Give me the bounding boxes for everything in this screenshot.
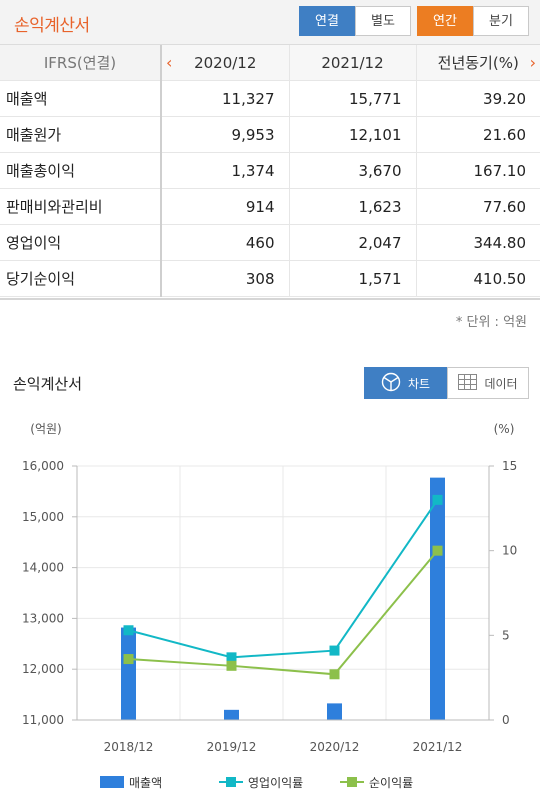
left-axis-tick-label: 14,000 [22, 561, 64, 575]
data-point-영업이익률 [226, 652, 237, 663]
table-row: 매출액 11,327 15,771 39.20 [0, 80, 540, 117]
table-header-col-2: 2021/12 [289, 45, 417, 81]
row-label: 영업이익 [0, 224, 162, 261]
cell-value: 2,047 [289, 224, 417, 261]
annual-button[interactable]: 연간 [417, 6, 473, 36]
right-axis-tick-label: 10 [502, 544, 517, 558]
table-row: 매출원가 9,953 12,101 21.60 [0, 116, 540, 153]
cell-value: 77.60 [416, 188, 540, 225]
cell-value: 308 [161, 260, 290, 297]
quarterly-button[interactable]: 분기 [473, 6, 529, 36]
chart-view-label: 차트 [407, 376, 431, 391]
table-row: 당기순이익 308 1,571 410.50 [0, 260, 540, 297]
data-point-순이익률 [123, 654, 134, 665]
table-header-col-1: ‹ 2020/12 [161, 45, 290, 81]
x-axis-tick-label: 2019/12 [207, 740, 257, 754]
pie-chart-icon [381, 372, 401, 395]
x-axis-tick-label: 2020/12 [310, 740, 360, 754]
legend-marker-영업이익률 [226, 777, 236, 787]
left-axis-tick-label: 15,000 [22, 510, 64, 524]
data-point-영업이익률 [329, 645, 340, 656]
data-point-순이익률 [226, 660, 237, 671]
table-row: 매출총이익 1,374 3,670 167.10 [0, 152, 540, 189]
right-axis-unit: (%) [494, 422, 515, 436]
left-axis-tick-label: 16,000 [22, 459, 64, 473]
row-label: 판매비와관리비 [0, 188, 162, 225]
legend-swatch-매출액 [100, 776, 124, 788]
column-label: 전년동기(%) [437, 54, 519, 72]
legend-label-매출액: 매출액 [129, 776, 162, 790]
left-axis-tick-label: 11,000 [22, 713, 64, 727]
row-label: 매출원가 [0, 116, 162, 153]
separate-button[interactable]: 별도 [355, 6, 411, 36]
period-toggle: 연간 분기 [417, 6, 529, 36]
unit-note: * 단위 : 억원 [455, 315, 527, 330]
data-view-button[interactable]: 데이터 [447, 367, 529, 399]
data-view-label: 데이터 [484, 376, 518, 391]
chart-view-button[interactable]: 차트 [364, 367, 447, 399]
right-axis-tick-label: 0 [502, 713, 510, 727]
chevron-left-icon[interactable]: ‹ [166, 53, 173, 72]
income-chart: (억원) (%) 11,000 12,000 13,000 14,000 15,000 1… [22, 422, 517, 790]
cell-value: 12,101 [289, 116, 417, 153]
x-axis-tick-label: 2018/12 [104, 740, 154, 754]
data-point-영업이익률 [432, 494, 443, 505]
data-point-영업이익률 [123, 625, 134, 636]
bar-2018/12 [121, 627, 136, 720]
row-label: 당기순이익 [0, 260, 162, 297]
cell-value: 15,771 [289, 80, 417, 117]
cell-value: 914 [161, 188, 290, 225]
cell-value: 11,327 [161, 80, 290, 117]
table-row: 판매비와관리비 914 1,623 77.60 [0, 188, 540, 225]
legend-label-순이익률: 순이익률 [369, 776, 413, 790]
bar-2020/12 [327, 703, 342, 720]
table-bottom-border [0, 298, 540, 300]
cell-value: 3,670 [289, 152, 417, 189]
chart-section-title: 손익계산서 [13, 375, 83, 393]
cell-value: 167.10 [416, 152, 540, 189]
cell-value: 21.60 [416, 116, 540, 153]
top-bar: 손익계산서 연결 별도 연간 분기 [0, 0, 540, 45]
data-point-순이익률 [432, 545, 443, 556]
cell-value: 9,953 [161, 116, 290, 153]
page-title: 손익계산서 [14, 16, 90, 36]
legend-label-영업이익률: 영업이익률 [248, 776, 303, 790]
right-axis-tick-label: 5 [502, 628, 510, 642]
cell-value: 410.50 [416, 260, 540, 297]
cell-value: 460 [161, 224, 290, 261]
row-label: 매출총이익 [0, 152, 162, 189]
table-header-ifrs: IFRS(연결) [0, 45, 162, 81]
left-axis-unit: (억원) [30, 422, 61, 436]
series-line-순이익률 [128, 550, 439, 676]
series-line-영업이익률 [128, 499, 439, 659]
cell-value: 344.80 [416, 224, 540, 261]
chevron-right-icon[interactable]: › [529, 53, 536, 72]
right-axis-tick-label: 15 [502, 459, 517, 473]
cell-value: 1,374 [161, 152, 290, 189]
cell-value: 39.20 [416, 80, 540, 117]
x-axis-tick-label: 2021/12 [413, 740, 463, 754]
table-row: 영업이익 460 2,047 344.80 [0, 224, 540, 261]
consolidation-toggle: 연결 별도 [299, 6, 411, 36]
view-toggle: 차트 데이터 [364, 367, 529, 399]
data-point-순이익률 [329, 669, 340, 680]
cell-value: 1,571 [289, 260, 417, 297]
column-label: 2020/12 [194, 53, 257, 72]
table-header-row: IFRS(연결) ‹ 2020/12 2021/12 전년동기(%) › [0, 45, 540, 81]
consolidated-button[interactable]: 연결 [299, 6, 355, 36]
bar-2019/12 [224, 709, 239, 720]
legend-marker-순이익률 [347, 777, 357, 787]
table-header-col-3: 전년동기(%) › [416, 45, 540, 81]
table-grid-icon [458, 373, 478, 393]
bar-2021/12 [430, 477, 445, 720]
financial-table: IFRS(연결) ‹ 2020/12 2021/12 전년동기(%) › 매출액… [0, 45, 540, 297]
left-axis-tick-label: 13,000 [22, 611, 64, 625]
left-axis-tick-label: 12,000 [22, 662, 64, 676]
cell-value: 1,623 [289, 188, 417, 225]
row-label: 매출액 [0, 80, 162, 117]
